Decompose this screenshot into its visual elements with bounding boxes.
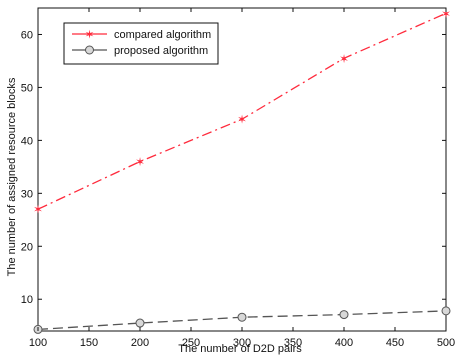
proposed-algorithm-point (339, 310, 349, 320)
compared-algorithm-point: ✶ (33, 203, 43, 217)
compared-algorithm-point: ✶ (237, 113, 247, 127)
x-tick-label: 100 (29, 337, 47, 349)
compared-algorithm-line (37, 12, 447, 210)
y-tick-label: 60 (21, 29, 33, 41)
x-tick-label: 300 (233, 337, 251, 349)
y-tick-label: 50 (21, 82, 33, 94)
y-tick-label: 30 (21, 188, 33, 200)
y-tick-label: 40 (21, 135, 33, 147)
compared-algorithm-point: ✶ (135, 155, 145, 169)
legend-box (63, 22, 219, 65)
x-tick-label: 200 (131, 337, 149, 349)
proposed-algorithm-point (441, 306, 451, 316)
y-tick-label: 20 (21, 241, 33, 253)
compared-algorithm-point: ✶ (339, 52, 349, 66)
series-layer: ✶ ✶ ✶ ✶ ✶ (33, 7, 451, 334)
x-tick-label: 500 (437, 337, 455, 349)
proposed-algorithm-point (135, 318, 145, 328)
legend-marker-proposed (85, 45, 94, 55)
x-tick-label: 450 (386, 337, 404, 349)
legend-label-proposed: proposed algorithm (114, 45, 208, 57)
legend-item-proposed: proposed algorithm (72, 45, 208, 57)
axis-layer: 100 150 200 250 300 350 400 450 500 10 20 30 40 50 60 (21, 8, 455, 349)
x-tick-label: 250 (182, 337, 200, 349)
compared-algorithm-point: ✶ (441, 7, 451, 21)
y-tick-label: 10 (21, 294, 33, 306)
legend-item-compared: ✶ compared algorithm (72, 28, 211, 42)
x-tick-label: 350 (284, 337, 302, 349)
x-tick-label: 150 (80, 337, 98, 349)
y-axis-label: The number of assigned resource blocks (6, 77, 18, 276)
legend-marker-compared: ✶ (84, 28, 94, 42)
x-axis-label: The number of D2D pairs (178, 343, 302, 355)
legend-label-compared: compared algorithm (114, 29, 211, 41)
legend: ✶ compared algorithm proposed algorithm (63, 22, 219, 65)
proposed-algorithm-point (237, 312, 247, 322)
x-tick-label: 400 (335, 337, 353, 349)
